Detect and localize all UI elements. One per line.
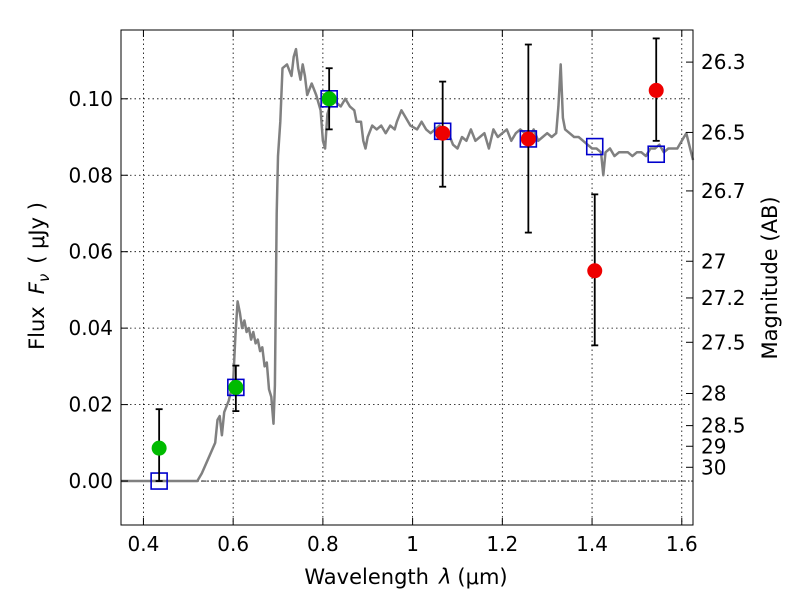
data-layer: [121, 37, 695, 490]
y2-axis-label: Magnitude (AB): [758, 196, 782, 359]
observed-green-point: [228, 379, 244, 395]
observed-red-point: [587, 263, 603, 279]
y2-tick-label: 27.5: [701, 330, 746, 354]
x-tick-label: 1.6: [666, 532, 698, 556]
y-axis-label-unit: ( μJy ): [25, 202, 49, 264]
y2-tick-label: 28.5: [701, 414, 746, 438]
y-tick-label: 0.00: [68, 469, 113, 493]
model-spectrum-line: [121, 47, 695, 483]
grid-layer: [121, 30, 693, 525]
x-tick-label: 1.2: [486, 532, 518, 556]
y-tick-label: 0.10: [68, 87, 113, 111]
y-axis-label-symbol: F: [25, 281, 49, 294]
observed-green-point: [151, 440, 167, 456]
y2-tick-label: 28: [701, 382, 726, 406]
y2-tick-label: 30: [701, 455, 726, 479]
x-tick-label: 1: [406, 532, 419, 556]
x-tick-label: 0.4: [128, 532, 160, 556]
y-tick-label: 0.04: [68, 316, 113, 340]
x-tick-label: 0.8: [307, 532, 339, 556]
model-photometry-square: [647, 145, 666, 164]
x-axis-label-unit: (μm): [457, 565, 507, 589]
observed-red-point: [648, 82, 664, 98]
x-tick-label: 1.4: [576, 532, 608, 556]
y-tick-label: 0.02: [68, 393, 113, 417]
y-tick-label: 0.06: [68, 240, 113, 264]
y2-tick-label: 27.2: [701, 286, 746, 310]
observed-green-point: [321, 91, 337, 107]
observed-red-point: [435, 125, 451, 141]
x-axis-label: Wavelength λ (μm): [304, 565, 507, 589]
x-axis-label-text: Wavelength: [304, 565, 429, 589]
plot-frame: [120, 29, 694, 526]
y2-tick-label: 26.3: [701, 50, 746, 74]
tick-layer: 0.4 0.6 0.8 1 1.2 1.4 1.6 0.00 0.02 0.04 0.06 0.08 0…: [68, 30, 746, 556]
observed-red-point: [520, 131, 536, 147]
y2-tick-label: 29: [701, 434, 726, 458]
y-axis-label-text: Flux: [25, 306, 49, 350]
x-tick-label: 0.6: [217, 532, 249, 556]
y-tick-label: 0.08: [68, 163, 113, 187]
y2-tick-label: 26.5: [701, 120, 746, 144]
y2-tick-label: 27: [701, 249, 726, 273]
y2-tick-label: 26.7: [701, 179, 746, 203]
y-axis-label-subscript: ν: [35, 274, 53, 282]
y-axis-label: Flux Fν ( μJy ): [25, 202, 53, 350]
x-axis-label-symbol: λ: [438, 565, 451, 589]
model-photometry-square: [585, 137, 604, 156]
